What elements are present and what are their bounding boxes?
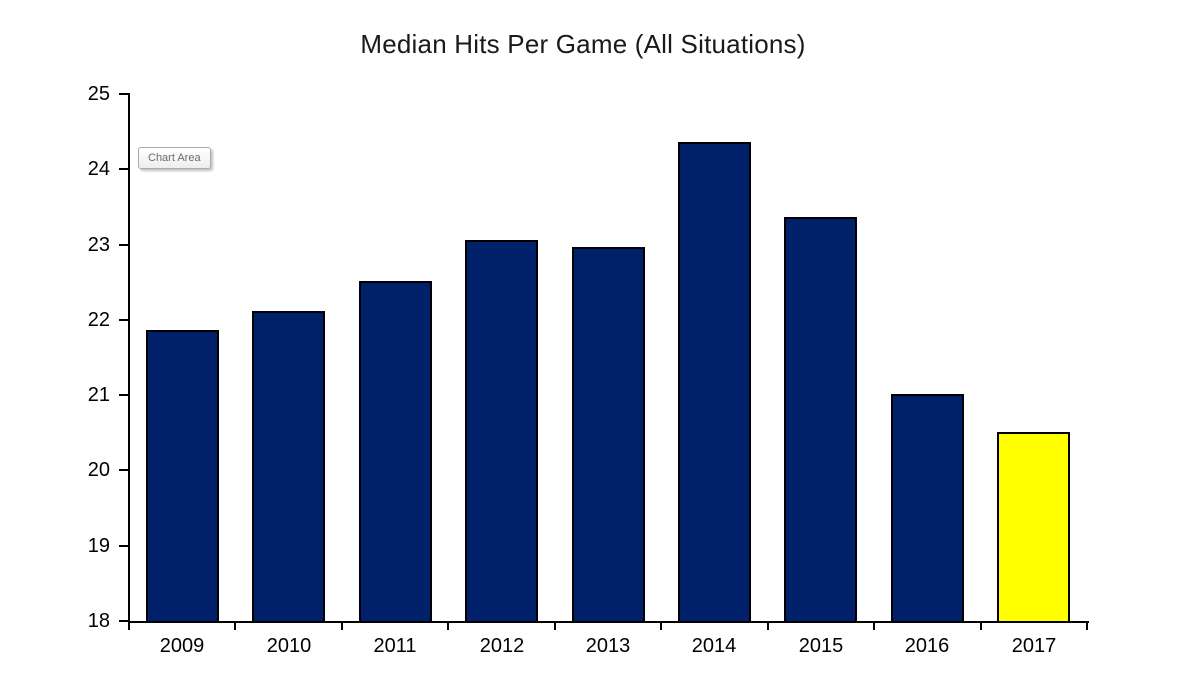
chart-area-tooltip: Chart Area [138,147,211,169]
x-tick-label: 2012 [479,635,525,657]
x-axis-tick [767,621,769,630]
y-axis-line [128,93,130,623]
x-axis-tick [234,621,236,630]
bar-2014[interactable] [678,142,751,623]
y-axis-tick [119,244,129,246]
x-tick-label: 2016 [904,635,950,657]
y-axis-tick [119,545,129,547]
x-tick-label: 2013 [585,635,631,657]
bar-2011[interactable] [359,281,432,623]
y-axis-tick [119,394,129,396]
x-tick-label: 2009 [159,635,205,657]
bar-2010[interactable] [252,311,325,623]
bar-2009[interactable] [146,330,219,623]
y-tick-label: 19 [87,535,110,557]
bar-2017[interactable] [997,432,1070,623]
bar-2013[interactable] [572,247,645,623]
y-tick-label: 22 [87,309,110,331]
x-axis-tick [128,621,130,630]
y-axis-tick [119,168,129,170]
y-axis-tick [119,469,129,471]
bar-2015[interactable] [784,217,857,623]
y-axis-tick [119,93,129,95]
y-tick-label: 20 [87,459,110,481]
y-axis-tick [119,620,129,622]
x-tick-label: 2014 [691,635,737,657]
y-tick-label: 24 [87,158,110,180]
bar-2012[interactable] [465,240,538,623]
x-axis-tick [341,621,343,630]
y-tick-label: 23 [87,234,110,256]
x-tick-label: 2017 [1011,635,1057,657]
x-axis-tick [554,621,556,630]
y-tick-label: 25 [87,83,110,105]
x-axis-tick [1086,621,1088,630]
x-axis-tick [980,621,982,630]
x-axis-tick [447,621,449,630]
y-tick-label: 18 [87,610,110,632]
chart-title: Median Hits Per Game (All Situations) [360,29,806,59]
x-tick-label: 2015 [798,635,844,657]
x-tick-label: 2011 [373,635,417,657]
x-tick-label: 2010 [266,635,312,657]
bar-2016[interactable] [891,394,964,623]
x-axis-tick [873,621,875,630]
x-axis-tick [660,621,662,630]
y-tick-label: 21 [87,384,110,406]
y-axis-tick [119,319,129,321]
